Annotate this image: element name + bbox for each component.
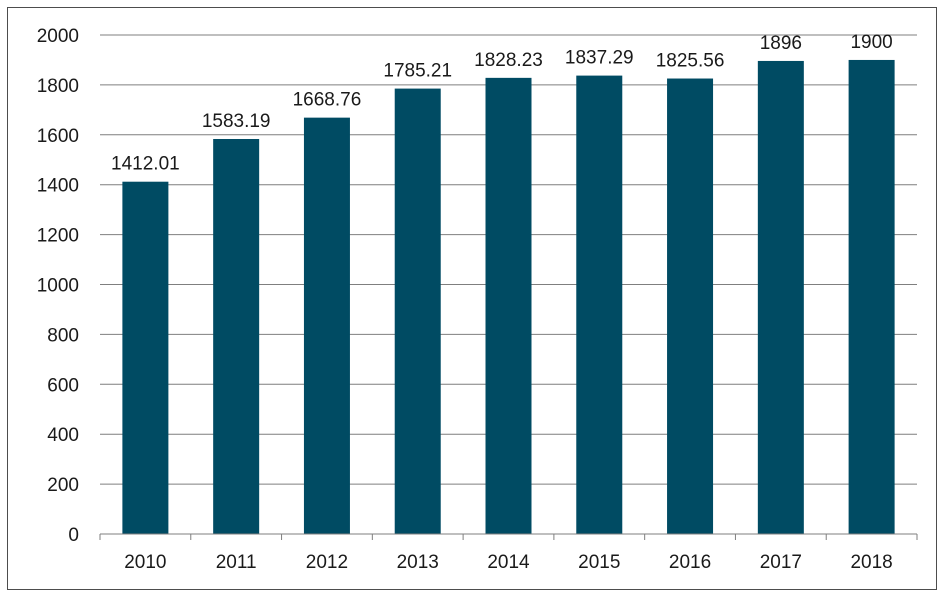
bar-2015 <box>576 75 623 535</box>
data-label-2010: 1412.01 <box>111 154 180 175</box>
bar-2018 <box>848 59 895 534</box>
x-tick-label-2015: 2015 <box>578 552 620 573</box>
y-tick-label: 800 <box>47 325 79 346</box>
x-tick-label-2017: 2017 <box>760 552 802 573</box>
x-tick-label-2016: 2016 <box>669 552 711 573</box>
y-tick-label: 1800 <box>37 76 79 97</box>
data-label-2015: 1837.29 <box>565 48 634 69</box>
bars <box>122 59 895 535</box>
y-axis: 0 200 400 600 800 1000 1200 1400 1600 1800 2000 <box>37 26 917 546</box>
x-tick-label-2012: 2012 <box>306 552 348 573</box>
x-tick-label-2013: 2013 <box>397 552 439 573</box>
data-labels: 1412.01 1583.19 1668.76 1785.21 1828.23 1837.… <box>111 32 893 175</box>
x-axis: 2010 2011 2012 2013 2014 2015 2016 2017 2018 <box>99 534 918 573</box>
y-tick-label: 400 <box>47 425 79 446</box>
x-tick-label-2014: 2014 <box>487 552 530 573</box>
data-label-2014: 1828.23 <box>474 50 543 71</box>
data-label-2016: 1825.56 <box>656 51 725 72</box>
bar-2012 <box>303 117 350 534</box>
data-label-2018: 1900 <box>850 32 892 53</box>
y-tick-label: 1200 <box>37 226 79 247</box>
bar-2014 <box>485 77 532 534</box>
y-tick-label: 1400 <box>37 176 79 197</box>
y-tick-label: 1000 <box>37 276 79 297</box>
bar-2013 <box>394 88 441 535</box>
bar-2017 <box>757 60 804 535</box>
y-tick-label: 200 <box>47 475 79 496</box>
x-tick-label-2011: 2011 <box>216 552 257 573</box>
data-label-2013: 1785.21 <box>383 61 452 82</box>
data-label-2011: 1583.19 <box>202 111 271 132</box>
x-tick-label-2018: 2018 <box>850 552 892 573</box>
data-label-2012: 1668.76 <box>293 90 362 111</box>
y-tick-label: 1600 <box>37 126 79 147</box>
bar-2011 <box>213 138 260 535</box>
bar-2010 <box>122 181 169 535</box>
bar-2016 <box>667 78 714 535</box>
data-label-2017: 1896 <box>760 33 802 54</box>
x-tick-label-2010: 2010 <box>124 552 166 573</box>
y-tick-label: 0 <box>68 525 79 546</box>
y-tick-label: 600 <box>47 375 79 396</box>
y-tick-label: 2000 <box>37 26 79 47</box>
